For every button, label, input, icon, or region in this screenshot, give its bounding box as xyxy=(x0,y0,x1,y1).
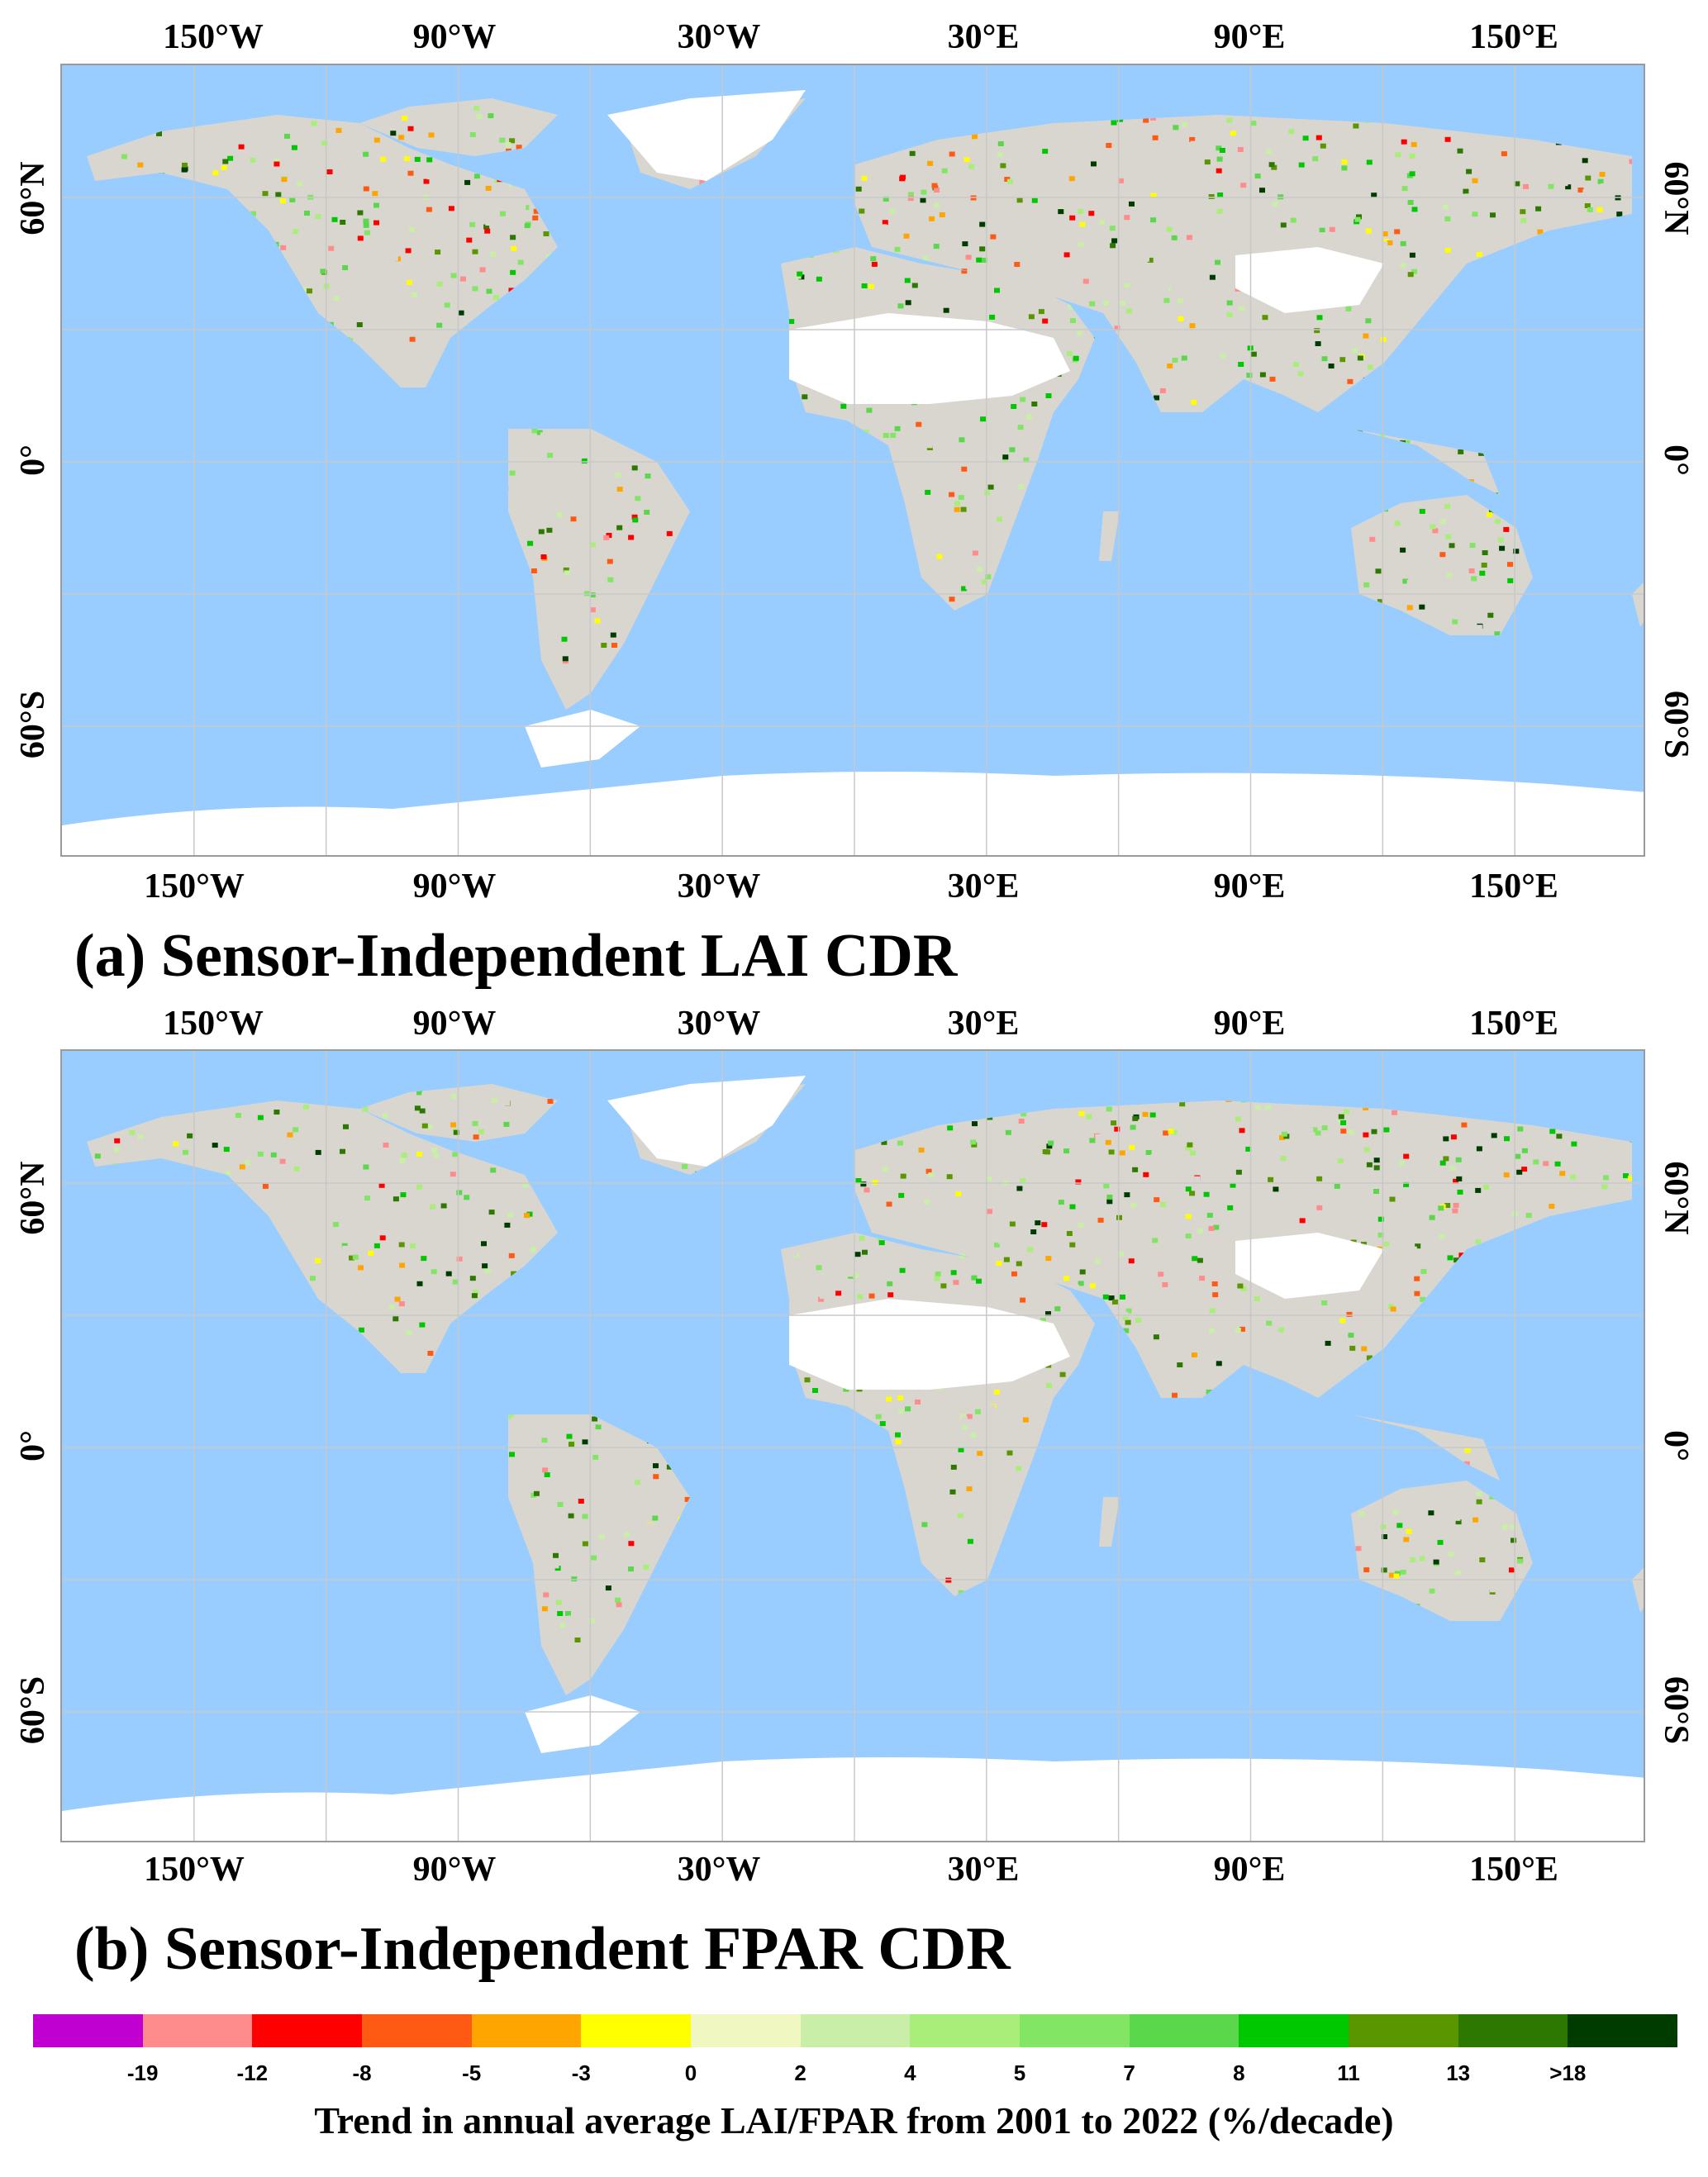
lon-label-top: 90°E xyxy=(1214,1006,1286,1041)
world-map-fpar xyxy=(60,1049,1645,1842)
legend-tick-label: 0 xyxy=(685,2061,697,2086)
lon-label-bottom: 90°W xyxy=(413,1852,497,1887)
lat-label-left: 60°N xyxy=(16,1161,50,1234)
lon-label-top: 90°E xyxy=(1214,20,1286,55)
lon-label-bottom: 150°W xyxy=(144,869,245,904)
legend-swatch xyxy=(1239,2014,1349,2047)
lon-label-bottom: 30°E xyxy=(948,869,1020,904)
lon-label-top: 150°E xyxy=(1469,20,1558,55)
lat-label-right: 60°N xyxy=(1658,161,1693,235)
lat-label-right: 0° xyxy=(1658,1430,1693,1462)
lon-label-bottom: 30°W xyxy=(678,869,761,904)
lat-label-left: 60°N xyxy=(16,161,50,235)
legend-swatch xyxy=(472,2014,582,2047)
legend-tick-label: 4 xyxy=(904,2061,916,2086)
lat-label-left: 60°S xyxy=(16,691,50,758)
legend-tick-label: 7 xyxy=(1123,2061,1135,2086)
lon-label-bottom: 90°E xyxy=(1214,869,1286,904)
lon-label-bottom: 30°W xyxy=(678,1852,761,1887)
legend-tick-label: >18 xyxy=(1549,2061,1586,2086)
world-map-graphic xyxy=(62,65,1645,857)
panel-title-lai: (a) Sensor-Independent LAI CDR xyxy=(74,925,957,986)
legend-tick-label: -12 xyxy=(237,2061,269,2086)
legend-swatch xyxy=(33,2014,143,2047)
legend-swatch xyxy=(1020,2014,1130,2047)
lon-label-top: 90°W xyxy=(413,1006,497,1041)
lon-label-top: 150°E xyxy=(1469,1006,1558,1041)
lon-label-bottom: 150°E xyxy=(1469,869,1558,904)
legend-tick-label: 13 xyxy=(1446,2061,1470,2086)
lon-label-top: 150°W xyxy=(163,1006,264,1041)
legend-swatch xyxy=(1349,2014,1458,2047)
legend-swatch xyxy=(252,2014,362,2047)
lon-label-bottom: 30°E xyxy=(948,1852,1020,1887)
legend-swatch xyxy=(1568,2014,1677,2047)
lat-label-right: 60°S xyxy=(1658,1676,1693,1744)
lon-label-bottom: 150°W xyxy=(144,1852,245,1887)
legend-tick-label: 8 xyxy=(1233,2061,1244,2086)
lon-label-bottom: 90°W xyxy=(413,869,497,904)
lon-label-bottom: 150°E xyxy=(1469,1852,1558,1887)
legend-tick-label: -5 xyxy=(462,2061,481,2086)
legend-swatch xyxy=(1458,2014,1568,2047)
legend-swatch xyxy=(143,2014,253,2047)
legend-tick-label: -19 xyxy=(127,2061,159,2086)
lat-label-right: 60°N xyxy=(1658,1161,1693,1234)
lon-label-top: 90°W xyxy=(413,20,497,55)
lat-label-left: 60°S xyxy=(16,1676,50,1744)
lon-label-top: 30°E xyxy=(948,1006,1020,1041)
legend-tick-label: 5 xyxy=(1014,2061,1025,2086)
map-panel-fpar: 150°W 90°W 30°W 30°E 90°E 150°E 60°N 0° … xyxy=(0,1016,1708,1966)
panel-title-fpar: (b) Sensor-Independent FPAR CDR xyxy=(74,1918,1011,1980)
lon-label-top: 30°W xyxy=(678,1006,761,1041)
color-legend: -19 -12 -8 -5 -3 0 2 4 5 7 8 11 13 >18 Trend in annua… xyxy=(0,1999,1708,2177)
legend-swatch xyxy=(910,2014,1020,2047)
lon-label-bottom: 90°E xyxy=(1214,1852,1286,1887)
legend-swatch xyxy=(801,2014,911,2047)
world-map-graphic xyxy=(62,1051,1645,1842)
lat-label-right: 0° xyxy=(1658,444,1693,476)
legend-swatch xyxy=(691,2014,801,2047)
legend-title: Trend in annual average LAI/FPAR from 20… xyxy=(0,2099,1708,2142)
legend-color-bar xyxy=(33,2014,1677,2047)
lon-label-top: 150°W xyxy=(163,20,264,55)
lat-label-left: 0° xyxy=(16,1430,50,1462)
legend-tick-label: -3 xyxy=(572,2061,591,2086)
map-panel-lai: 150°W 90°W 30°W 30°E 90°E 150°E 60°N 0° … xyxy=(0,0,1708,1016)
legend-tick-label: -8 xyxy=(352,2061,371,2086)
world-map-lai xyxy=(60,64,1645,857)
legend-tick-label: 2 xyxy=(794,2061,806,2086)
lat-label-right: 60°S xyxy=(1658,691,1693,758)
legend-swatch xyxy=(362,2014,472,2047)
legend-swatch xyxy=(1130,2014,1239,2047)
lon-label-top: 30°W xyxy=(678,20,761,55)
lat-label-left: 0° xyxy=(16,444,50,476)
lon-label-top: 30°E xyxy=(948,20,1020,55)
legend-tick-label: 11 xyxy=(1337,2061,1360,2086)
legend-swatch xyxy=(581,2014,691,2047)
